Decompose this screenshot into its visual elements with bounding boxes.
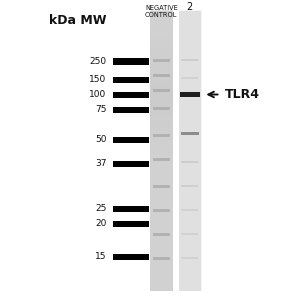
Bar <box>112 136 148 142</box>
Text: 2: 2 <box>187 2 193 13</box>
Bar <box>181 233 198 235</box>
Bar <box>150 11 172 291</box>
Text: 20: 20 <box>95 219 106 228</box>
Bar <box>112 58 148 64</box>
Text: NEGATIVE: NEGATIVE <box>145 4 178 10</box>
Bar <box>112 106 148 112</box>
Bar <box>181 185 198 187</box>
Bar <box>181 131 199 135</box>
Bar <box>112 92 148 98</box>
Bar <box>181 257 198 259</box>
Text: 25: 25 <box>95 204 106 213</box>
Bar <box>153 256 170 260</box>
Text: kDa MW: kDa MW <box>49 14 107 28</box>
Text: 150: 150 <box>89 75 106 84</box>
Bar <box>181 161 198 163</box>
Text: 15: 15 <box>95 252 106 261</box>
Bar <box>153 74 170 76</box>
Bar <box>181 59 198 61</box>
Bar <box>153 134 170 136</box>
Text: 75: 75 <box>95 105 106 114</box>
Text: 250: 250 <box>89 57 106 66</box>
Bar <box>153 158 170 160</box>
Bar <box>153 184 170 188</box>
Text: 50: 50 <box>95 135 106 144</box>
Bar <box>181 209 198 211</box>
Text: CONTROL: CONTROL <box>145 12 177 18</box>
Bar <box>112 220 148 226</box>
Bar <box>153 58 170 61</box>
Bar <box>153 232 170 236</box>
Bar <box>153 208 170 211</box>
Bar <box>153 88 170 92</box>
Text: TLR4: TLR4 <box>225 88 260 101</box>
Text: 37: 37 <box>95 159 106 168</box>
Bar <box>153 106 170 110</box>
Bar <box>112 160 148 166</box>
Bar <box>112 206 148 212</box>
Bar <box>178 11 201 291</box>
Bar <box>181 77 198 79</box>
Text: 100: 100 <box>89 90 106 99</box>
Bar <box>112 76 148 82</box>
Bar <box>112 254 148 260</box>
Bar <box>180 92 200 97</box>
